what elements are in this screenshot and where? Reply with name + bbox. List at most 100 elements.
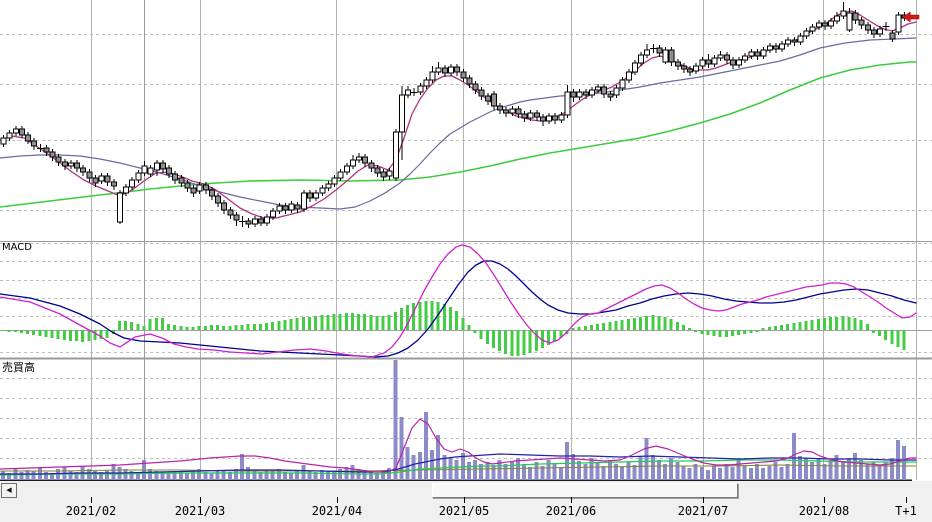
candle — [564, 85, 571, 118]
candle — [631, 60, 638, 75]
candle — [184, 180, 191, 192]
macd-hist-bar — [485, 330, 489, 344]
candle — [239, 216, 247, 227]
macd-hist-bar — [289, 319, 293, 330]
candle — [178, 175, 185, 187]
candle — [539, 114, 546, 126]
volume-bar — [19, 472, 24, 480]
macd-hist-bar — [583, 326, 587, 330]
volume-bar — [50, 473, 55, 480]
macd-hist-bar — [424, 301, 428, 330]
macd-hist-bar — [75, 330, 79, 341]
candle — [490, 91, 497, 110]
macd-hist-bar — [620, 320, 624, 330]
volume-bar — [276, 469, 281, 480]
volume-bar — [607, 460, 612, 480]
macd-hist-bar — [681, 325, 685, 330]
macd-hist-bar — [240, 325, 244, 330]
volume-bar — [485, 462, 490, 480]
macd-hist-bar — [712, 330, 716, 336]
volume-bar — [865, 464, 870, 480]
scroll-left-button[interactable]: ◀ — [1, 483, 17, 498]
macd-hist-bar — [50, 330, 54, 338]
candle — [649, 44, 657, 53]
macd-hist-bar — [173, 325, 177, 330]
volume-bar — [699, 467, 704, 480]
volume-ma-lines — [0, 418, 917, 476]
gridlines — [0, 0, 932, 480]
macd-hist-bar — [93, 330, 97, 340]
macd-hist-bar — [105, 330, 109, 338]
macd-hist-bar — [884, 330, 888, 340]
candle — [797, 33, 804, 45]
macd-hist-bar — [350, 313, 354, 330]
macd-hist-bar — [902, 330, 906, 350]
volume-bar — [387, 468, 392, 480]
volume-bar — [712, 466, 717, 480]
x-axis-label: 2021/03 — [174, 504, 226, 518]
macd-hist-bar — [357, 314, 361, 330]
volume-bar — [178, 472, 183, 480]
volume-bar — [846, 458, 851, 480]
candle — [380, 169, 387, 181]
x-axis-tick — [464, 497, 465, 503]
candle — [86, 169, 93, 182]
candle — [515, 106, 522, 118]
volume-bar — [724, 464, 729, 480]
volume-bar — [705, 470, 710, 480]
candle — [202, 182, 209, 194]
volume-bar — [730, 467, 735, 480]
volume-bar — [423, 412, 428, 480]
candle — [282, 203, 289, 214]
volume-bar — [154, 471, 159, 480]
volume-bar — [68, 471, 73, 480]
candle — [147, 165, 154, 177]
volume-bar — [859, 460, 864, 480]
macd-hist-bar — [283, 320, 287, 330]
macd-hist-bar — [626, 319, 630, 330]
volume-bar — [270, 471, 275, 480]
macd-hist-bar — [393, 312, 397, 330]
volume-bar — [209, 473, 214, 480]
volume-bar — [540, 466, 545, 480]
candle — [398, 86, 405, 160]
volume-bar — [381, 470, 386, 480]
volume-bar — [632, 465, 637, 480]
macd-hist-bar — [197, 326, 201, 330]
macd-hist-bar — [694, 330, 698, 332]
macd-hist-bar — [332, 314, 336, 330]
macd-hist-bar — [32, 330, 36, 335]
macd-hist-bar — [767, 327, 771, 330]
volume-bar — [160, 472, 165, 480]
candle — [834, 12, 841, 24]
macd-hist-bar — [743, 330, 747, 334]
scrollbar-thumb[interactable] — [432, 483, 738, 498]
macd-hist-bar — [314, 316, 318, 330]
volume-bar — [7, 473, 12, 480]
candle — [680, 63, 687, 73]
candle — [190, 185, 197, 197]
candle — [159, 160, 166, 173]
macd-hist-bar — [639, 317, 643, 330]
candle — [472, 81, 479, 94]
candle — [613, 85, 620, 98]
macd-hist-bar — [154, 318, 158, 330]
candle — [736, 57, 743, 68]
macd-hist-bar — [663, 317, 667, 330]
macd-hist-bar — [890, 330, 894, 344]
candle — [251, 216, 258, 227]
macd-hist-bar — [491, 330, 495, 348]
volume-bar — [172, 471, 177, 480]
candle — [392, 129, 399, 181]
volume-bar — [656, 460, 661, 480]
macd-hist-bar — [191, 327, 195, 330]
x-axis-tick — [703, 497, 704, 503]
x-axis-tick — [337, 497, 338, 503]
volume-bar — [883, 462, 888, 480]
h-scrollbar[interactable]: ◀ — [0, 482, 932, 500]
candle — [509, 106, 516, 116]
macd-hist-bar — [816, 319, 820, 330]
volume-bar — [773, 462, 778, 480]
candle — [300, 190, 307, 212]
candle — [362, 154, 369, 167]
